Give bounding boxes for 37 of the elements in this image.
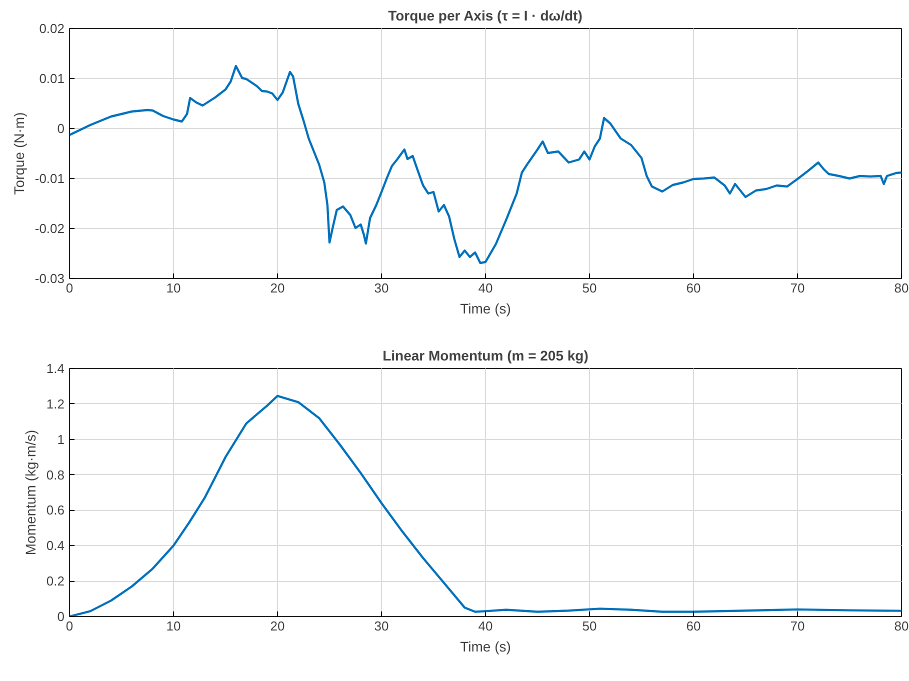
y-tick-label: 0.8 (46, 467, 65, 482)
y-tick-label: 0.6 (46, 502, 65, 518)
x-tick-label: 40 (478, 618, 493, 634)
x-tick-label: 40 (478, 280, 493, 296)
x-tick-label: 80 (894, 618, 909, 634)
y-axis-title: Torque (N·m) (10, 112, 27, 195)
y-tick-label: 0 (57, 121, 65, 136)
x-tick-label: 70 (790, 280, 805, 296)
x-tick-label: 80 (894, 280, 909, 296)
y-tick-label: 0 (57, 609, 65, 624)
y-axis-title: Momentum (kg·m/s) (22, 430, 38, 556)
x-tick-label: 70 (790, 618, 805, 634)
y-tick-label: 0.02 (39, 21, 65, 36)
y-tick-label: 0.01 (39, 71, 65, 86)
x-tick-label: 60 (686, 280, 701, 296)
x-axis-title: Time (s) (460, 300, 511, 316)
line-series (70, 64, 902, 264)
x-tick-label: 20 (270, 280, 285, 296)
y-tick-label: 1.2 (46, 396, 65, 412)
x-tick-label: 50 (582, 280, 597, 296)
y-tick-label: 0.2 (46, 574, 65, 589)
y-tick-label: 1.4 (46, 361, 65, 376)
x-tick-label: 60 (686, 618, 701, 634)
x-tick-label: 50 (582, 618, 597, 634)
y-tick-label: 0.4 (46, 538, 65, 554)
y-tick-label: -0.03 (34, 271, 65, 286)
x-tick-label: 30 (374, 280, 389, 296)
x-tick-label: 30 (374, 618, 389, 634)
y-tick-label: -0.02 (34, 221, 65, 236)
x-tick-label: 10 (166, 618, 181, 634)
x-tick-label: 20 (270, 618, 285, 634)
y-tick-label: 1 (57, 432, 65, 447)
chart-title: Linear Momentum (m = 205 kg) (382, 348, 588, 364)
chart-title: Torque per Axis (τ = I · dω/dt) (388, 8, 582, 24)
y-tick-label: -0.01 (34, 171, 65, 186)
x-tick-label: 10 (166, 280, 181, 296)
x-axis-title: Time (s) (460, 638, 511, 654)
